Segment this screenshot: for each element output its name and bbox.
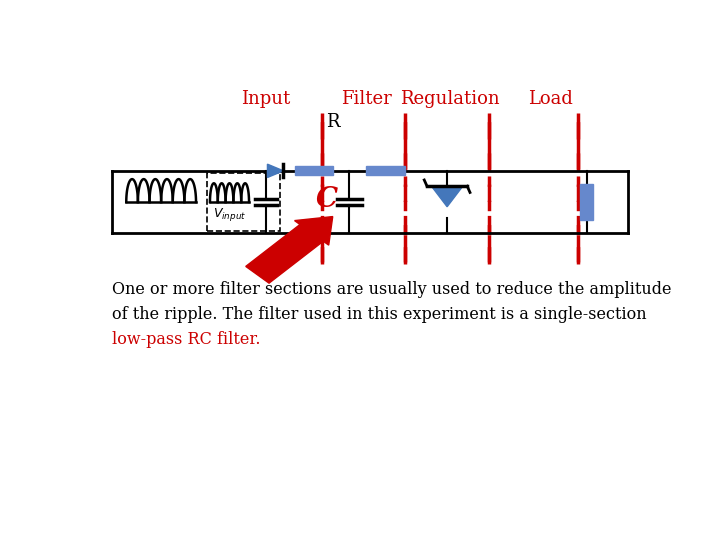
Text: Input: Input bbox=[241, 91, 290, 109]
Bar bbox=[295, 166, 333, 176]
Text: low-pass RC filter.: low-pass RC filter. bbox=[112, 330, 261, 348]
Text: stage 2: stage 2 bbox=[266, 224, 316, 274]
Text: $\mathit{V}_{input}$: $\mathit{V}_{input}$ bbox=[213, 206, 246, 223]
Text: of the ripple. The filter used in this experiment is a single-section: of the ripple. The filter used in this e… bbox=[112, 306, 647, 323]
Text: R: R bbox=[326, 113, 340, 131]
Text: Load: Load bbox=[528, 91, 573, 109]
Bar bbox=[580, 184, 593, 220]
FancyArrow shape bbox=[246, 217, 333, 283]
Polygon shape bbox=[431, 186, 463, 207]
Text: Filter: Filter bbox=[341, 91, 392, 109]
Text: One or more filter sections are usually used to reduce the amplitude: One or more filter sections are usually … bbox=[112, 281, 672, 298]
Text: Regulation: Regulation bbox=[400, 91, 500, 109]
Bar bbox=[207, 173, 280, 231]
Bar bbox=[366, 166, 405, 176]
Text: C: C bbox=[316, 186, 338, 213]
Polygon shape bbox=[267, 164, 284, 178]
